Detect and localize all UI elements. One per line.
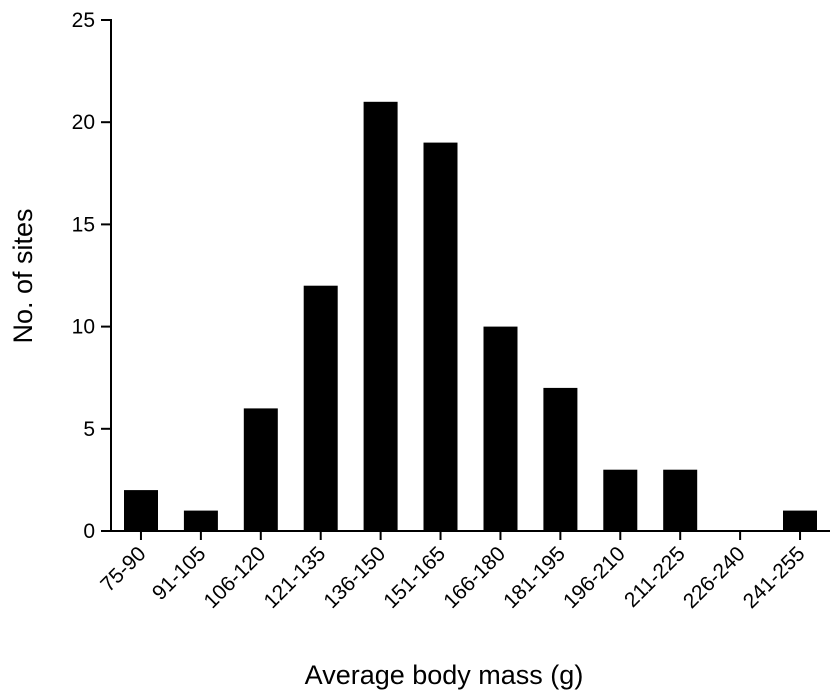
- x-tick-label: 211-225: [620, 542, 690, 612]
- y-tick-label: 5: [83, 418, 95, 441]
- x-tick-label: 181-195: [499, 542, 570, 613]
- bar-75-90: [124, 490, 158, 531]
- y-tick-label: 10: [72, 316, 95, 339]
- x-axis-title: Average body mass (g): [305, 660, 584, 690]
- bar-121-135: [303, 285, 338, 531]
- bar-211-225: [663, 469, 698, 531]
- y-tick-label: 25: [72, 9, 95, 32]
- x-tick-label: 121-135: [259, 542, 330, 613]
- y-tick-label: 0: [83, 520, 95, 543]
- bar-106-120: [243, 408, 278, 531]
- bar-241-255: [783, 510, 817, 531]
- bar-166-180: [483, 326, 518, 531]
- y-axis-title: No. of sites: [8, 208, 38, 343]
- bar-91-105: [183, 510, 218, 531]
- y-tick-label: 20: [72, 111, 95, 134]
- bar-196-210: [603, 469, 638, 531]
- x-tick-label: 136-150: [319, 542, 390, 613]
- x-tick-label: 75-90: [96, 542, 150, 596]
- bar-151-165: [423, 142, 458, 531]
- x-tick-label: 226-240: [679, 542, 750, 613]
- x-tick-label: 196-210: [559, 542, 630, 613]
- bar-136-150: [363, 101, 398, 532]
- x-tick-label: 106-120: [200, 542, 271, 613]
- y-axis-ticks: 0 5 10 15 20 25: [72, 9, 111, 543]
- y-tick-label: 15: [72, 213, 95, 236]
- x-tick-label: 241-255: [739, 542, 810, 613]
- bar-181-195: [543, 387, 578, 531]
- x-tick-label: 166-180: [439, 542, 510, 613]
- x-axis-ticks: 75-9091-105106-120121-135136-150151-1651…: [96, 531, 810, 613]
- x-tick-label: 151-165: [379, 542, 450, 613]
- bars-group: [124, 101, 817, 532]
